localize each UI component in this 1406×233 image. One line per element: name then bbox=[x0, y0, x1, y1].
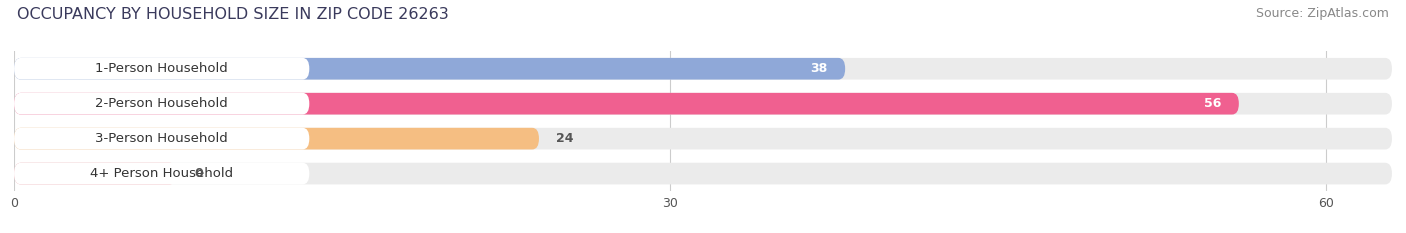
FancyBboxPatch shape bbox=[14, 163, 309, 185]
Text: 4+ Person Household: 4+ Person Household bbox=[90, 167, 233, 180]
Text: 24: 24 bbox=[557, 132, 574, 145]
Text: OCCUPANCY BY HOUSEHOLD SIZE IN ZIP CODE 26263: OCCUPANCY BY HOUSEHOLD SIZE IN ZIP CODE … bbox=[17, 7, 449, 22]
Text: 3-Person Household: 3-Person Household bbox=[96, 132, 228, 145]
FancyBboxPatch shape bbox=[14, 93, 1239, 115]
Text: 2-Person Household: 2-Person Household bbox=[96, 97, 228, 110]
FancyBboxPatch shape bbox=[14, 163, 177, 185]
Text: 38: 38 bbox=[810, 62, 828, 75]
FancyBboxPatch shape bbox=[14, 93, 1392, 115]
FancyBboxPatch shape bbox=[14, 93, 309, 115]
FancyBboxPatch shape bbox=[14, 58, 1392, 80]
Text: 0: 0 bbox=[194, 167, 202, 180]
FancyBboxPatch shape bbox=[14, 128, 538, 150]
FancyBboxPatch shape bbox=[14, 58, 309, 80]
FancyBboxPatch shape bbox=[14, 128, 1392, 150]
Text: 56: 56 bbox=[1204, 97, 1222, 110]
FancyBboxPatch shape bbox=[14, 58, 845, 80]
Text: Source: ZipAtlas.com: Source: ZipAtlas.com bbox=[1256, 7, 1389, 20]
FancyBboxPatch shape bbox=[14, 128, 309, 150]
Text: 1-Person Household: 1-Person Household bbox=[96, 62, 228, 75]
FancyBboxPatch shape bbox=[14, 163, 1392, 185]
